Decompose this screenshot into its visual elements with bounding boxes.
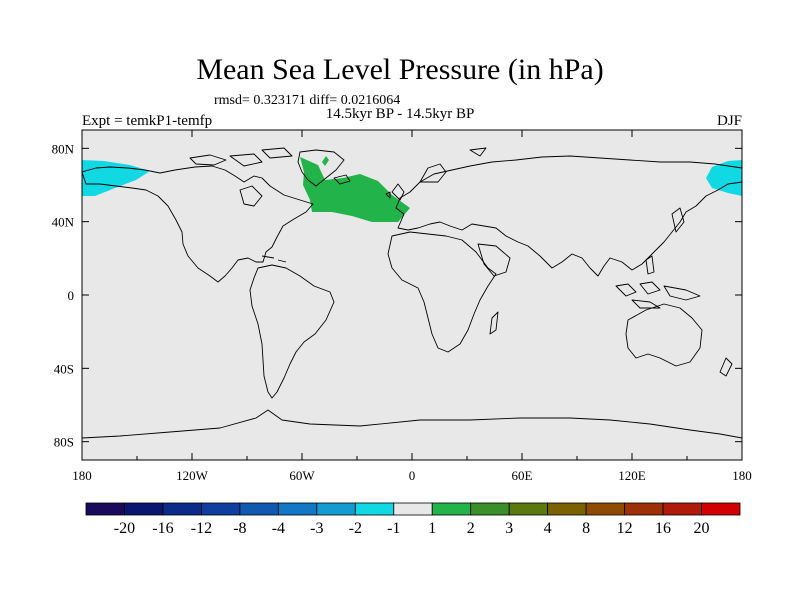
colorbar-swatch — [354, 502, 395, 516]
lat-tick-label: 40S — [54, 361, 74, 376]
scandinavia — [419, 163, 447, 183]
lon-tick-label: 120W — [176, 468, 209, 483]
madagascar — [489, 311, 499, 335]
map-content — [82, 147, 742, 439]
colorbar-label: -4 — [272, 520, 285, 537]
colorbar-swatch — [508, 502, 549, 516]
south-america-coast — [249, 264, 335, 399]
hudson-bay-coast — [239, 185, 263, 207]
arabian-peninsula — [477, 243, 511, 277]
lat-tick-label: 40N — [52, 215, 75, 230]
colorbar-label: 20 — [694, 520, 710, 537]
coastlines — [82, 147, 742, 439]
colorbar-label: -20 — [114, 520, 135, 537]
maritime-se-asia — [615, 281, 701, 309]
colorbar-label: -12 — [191, 520, 212, 537]
colorbar-swatch — [431, 502, 472, 516]
colorbar-label: 12 — [617, 520, 633, 537]
season-label: DJF — [716, 113, 742, 129]
map-background — [82, 130, 742, 460]
novaya-zemlya — [469, 147, 487, 157]
new-zealand — [719, 357, 733, 377]
positive-anomaly-north-atlantic — [300, 157, 410, 222]
experiment-label: Expt = temkP1-temfp — [82, 113, 213, 129]
colorbar-swatch — [547, 502, 587, 516]
colorbar-swatch — [85, 502, 125, 516]
lat-tick-label: 80S — [54, 435, 74, 450]
colorbar-label: 4 — [544, 520, 552, 537]
colorbar-swatch — [316, 502, 356, 516]
lon-tick-label: 60E — [512, 468, 533, 483]
lon-tick-label: 180 — [72, 468, 92, 483]
africa-coast — [387, 231, 497, 353]
colorbar-swatch — [585, 502, 625, 516]
north-america-coast — [82, 165, 314, 283]
colorbar-label: 16 — [655, 520, 671, 537]
greenland-coast — [297, 149, 345, 187]
colorbar-label: 8 — [582, 520, 590, 537]
period-subtitle: 14.5kyr BP - 14.5kyr BP — [325, 106, 475, 122]
colorbar-label: -16 — [152, 520, 173, 537]
colorbar-swatch — [393, 502, 433, 516]
eurasia-coast — [395, 155, 742, 277]
british-isles — [385, 183, 405, 201]
colorbar-swatch — [162, 502, 202, 516]
arctic-islands — [189, 147, 293, 167]
positive-anomaly-svalbard — [322, 156, 329, 166]
lat-tick-label: 0 — [68, 288, 75, 303]
caribbean-islands — [261, 255, 287, 263]
colorbar-swatch — [470, 502, 510, 516]
colorbar-label: -3 — [310, 520, 323, 537]
colorbar-swatch — [701, 502, 741, 516]
colorbar-swatch — [277, 502, 318, 516]
colorbar-swatch — [624, 502, 664, 516]
lon-tick-label: 120E — [618, 468, 646, 483]
lat-tick-label: 80N — [52, 141, 75, 156]
colorbar-swatch — [124, 502, 164, 516]
colorbar-label: -1 — [387, 520, 400, 537]
colorbar-label: 1 — [428, 520, 436, 537]
philippines — [645, 255, 655, 275]
colorbar-swatch — [662, 502, 702, 516]
rmsd-diff-stats: rmsd= 0.323171 diff= 0.0216064 — [214, 93, 401, 108]
colorbar-swatch — [239, 502, 279, 516]
lon-tick-label: 0 — [409, 468, 416, 483]
colorbar: -20 -16 -12 -8 -4 -3 -2 -1 1 2 3 4 8 12 16 20 — [85, 502, 741, 537]
japan-coast — [671, 207, 685, 233]
latitude-axis: 80N 40N 0 40S 80S — [52, 141, 742, 450]
antarctica-coast — [82, 409, 742, 439]
colorbar-label: -2 — [349, 520, 362, 537]
australia-coast — [625, 303, 703, 367]
longitude-axis: 180 120W 60W 0 60E 120E 180 — [72, 130, 752, 483]
lon-tick-label: 180 — [732, 468, 752, 483]
lon-tick-label: 60W — [289, 468, 315, 483]
iceland-coast — [333, 174, 351, 185]
chart-title: Mean Sea Level Pressure (in hPa) — [196, 53, 604, 86]
colorbar-label: -8 — [233, 520, 246, 537]
colorbar-label: 2 — [467, 520, 475, 537]
colorbar-label: 3 — [505, 520, 513, 537]
negative-anomaly-north-pacific-east — [706, 160, 742, 196]
colorbar-swatch — [201, 502, 241, 516]
